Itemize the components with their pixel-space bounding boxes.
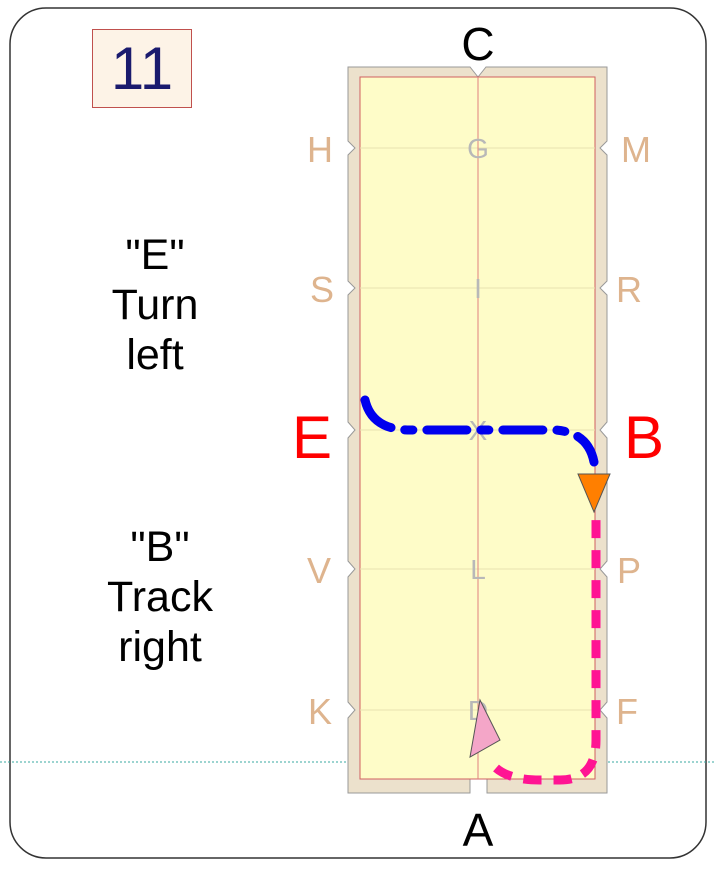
marker-top: C — [461, 18, 494, 70]
marker-right-r: R — [616, 269, 642, 310]
turn-left-path — [360, 395, 599, 467]
marker-bottom: A — [463, 804, 494, 856]
instruction-text-line: right — [118, 623, 202, 671]
marker-center-i: I — [474, 273, 482, 304]
marker-left-s: S — [310, 269, 334, 310]
orange-triangle-icon — [577, 473, 611, 514]
instruction-turn-left: "E" Turn left — [60, 230, 250, 380]
marker-left-e: E — [292, 404, 332, 471]
marker-center-l: L — [470, 554, 486, 585]
instruction-letter: "E" — [125, 231, 185, 279]
marker-left-v: V — [307, 550, 331, 591]
pink-triangle-icon — [469, 698, 501, 758]
marker-right-m: M — [621, 129, 651, 170]
instruction-track-right: "B" Track right — [60, 522, 260, 672]
instruction-text-line: left — [126, 331, 184, 379]
test-number: 11 — [110, 35, 174, 102]
marker-right-f: F — [616, 691, 638, 732]
marker-right-p: P — [617, 550, 641, 591]
track-right-path — [493, 515, 601, 785]
instruction-letter: "B" — [130, 523, 190, 571]
marker-right-b: B — [624, 404, 664, 471]
marker-left-k: K — [308, 691, 332, 732]
test-number-box: 11 — [92, 29, 192, 108]
marker-center-g: G — [467, 133, 489, 164]
instruction-text-line: Turn — [111, 281, 199, 329]
marker-left-h: H — [307, 129, 333, 170]
instruction-text-line: Track — [107, 573, 213, 621]
